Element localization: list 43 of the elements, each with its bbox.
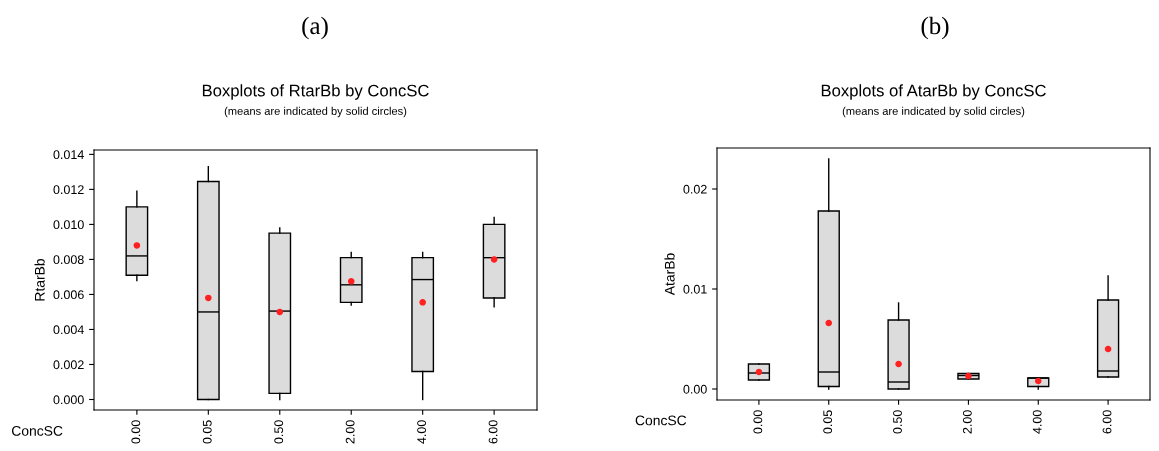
text: (a) (302, 16, 328, 40)
x-tick-label: 2.00 (345, 420, 355, 444)
x-axis-title: ConcSC (11, 425, 63, 436)
y-tick-label: 0.02 (683, 184, 707, 194)
x-tick-label: 6.00 (1102, 410, 1112, 434)
x-tick-label: 0.50 (893, 410, 902, 434)
y-tick-label: 0.01 (683, 284, 707, 294)
point (205, 294, 212, 302)
point (347, 278, 355, 285)
x-tick-label: 0.50 (274, 420, 284, 444)
y-tick-label: 0.006 (53, 290, 84, 300)
point (1104, 345, 1112, 353)
x-tick-label: 4.00 (1032, 410, 1042, 434)
y-tick-label: 0.00 (683, 384, 707, 394)
text: (b) (921, 16, 949, 40)
point (133, 242, 141, 249)
point (825, 319, 833, 327)
x-tick-label: 4.00 (417, 420, 427, 444)
chart-subtitle: (means are indicated by solid circles) (224, 106, 407, 118)
chart-title: Boxplots of AtarBb by ConcSC (821, 84, 1046, 100)
x-tick-label: 6.00 (488, 420, 498, 444)
x-tick-label: 0.00 (753, 410, 763, 434)
point (965, 372, 972, 380)
y-axis-title: AtarBb (664, 253, 675, 296)
x-tick-label: 0.00 (131, 420, 141, 444)
y-axis-title: RtarBb (34, 258, 45, 301)
point (276, 308, 284, 316)
y-tick-label: 0.010 (53, 220, 84, 230)
y-tick-label: 0.002 (53, 360, 84, 370)
x-tick-label: 0.05 (202, 420, 212, 444)
y-tick-label: 0.012 (53, 185, 84, 195)
x-axis-title: ConcSC (635, 415, 687, 426)
y-tick-label: 0.000 (53, 395, 84, 405)
point (419, 299, 426, 306)
chart-subtitle: (means are indicated by solid circles) (842, 106, 1025, 118)
chart-title: Boxplots of RtarBb by ConcSC (202, 84, 429, 100)
y-tick-label: 0.008 (53, 255, 84, 265)
x-tick-label: 2.00 (962, 410, 972, 434)
y-tick-label: 0.014 (53, 150, 84, 160)
point (895, 360, 902, 368)
x-tick-label: 0.05 (823, 410, 833, 434)
y-tick-label: 0.004 (53, 325, 84, 335)
point (490, 256, 498, 263)
